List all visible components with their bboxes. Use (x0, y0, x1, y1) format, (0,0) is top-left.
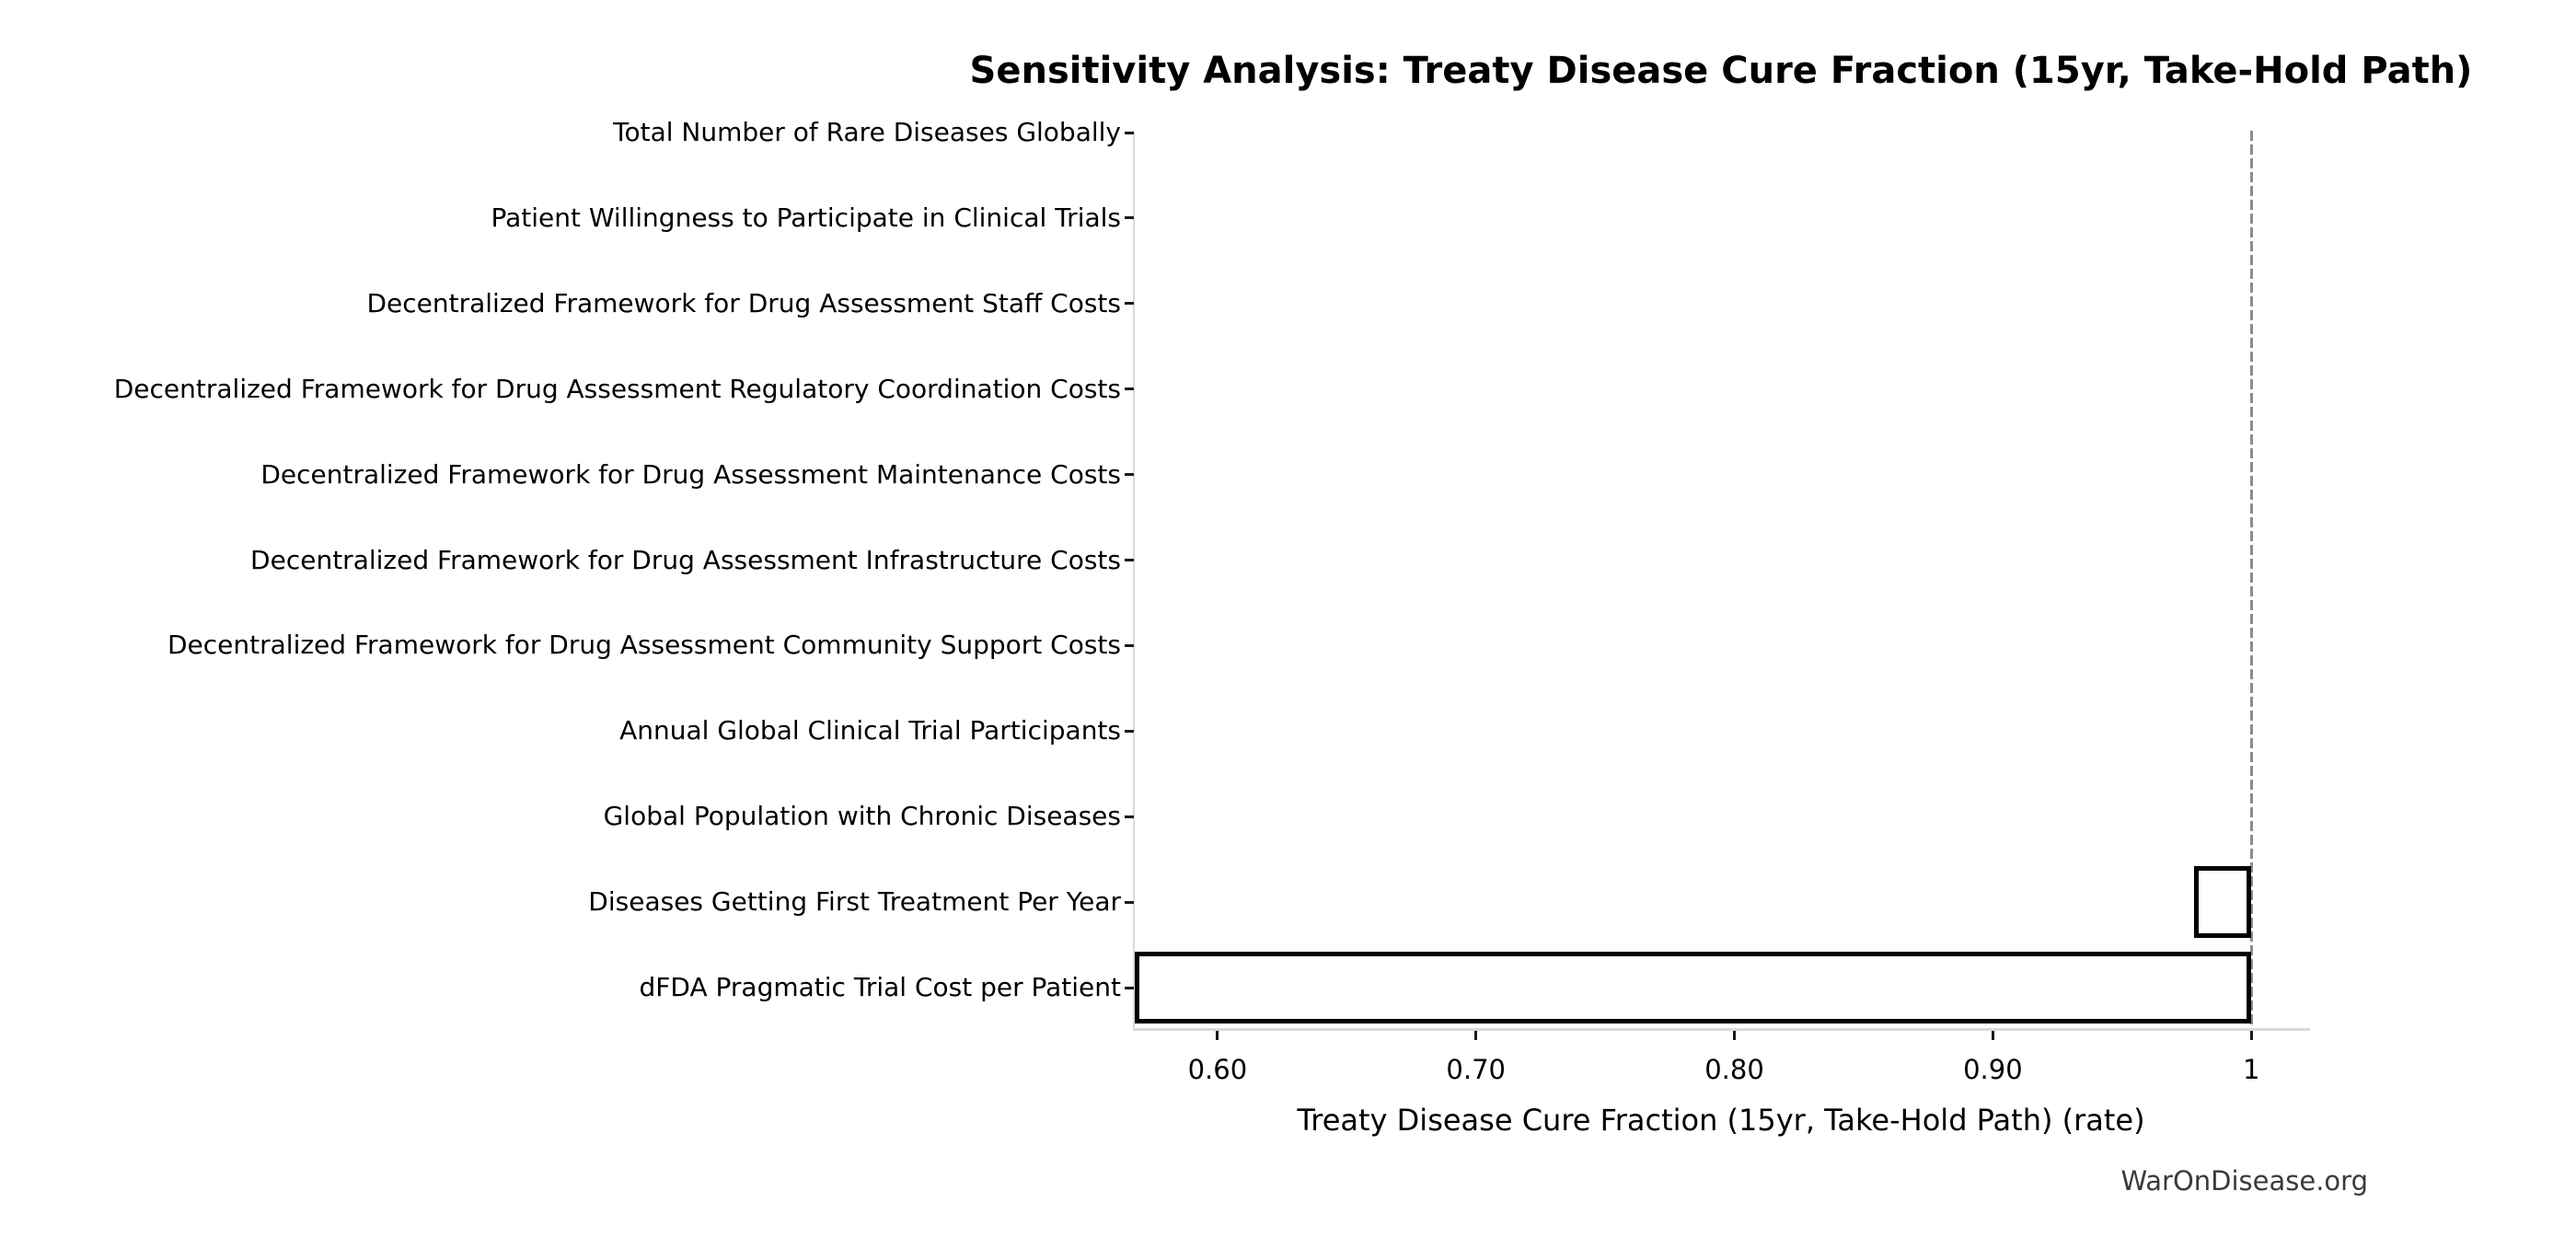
baseline-dashed-line (2249, 131, 2253, 1028)
x-tick-label: 0.90 (1963, 1054, 2023, 1085)
y-axis-label: dFDA Pragmatic Trial Cost per Patient (639, 972, 1122, 1002)
y-tick-mark (1125, 643, 1134, 647)
x-axis-label: Treaty Disease Cure Fraction (15yr, Take… (1297, 1103, 2145, 1138)
y-axis-label: Annual Global Clinical Trial Participant… (619, 715, 1121, 746)
y-tick-mark (1125, 387, 1134, 391)
x-tick-mark (1733, 1031, 1736, 1040)
y-axis-label: Decentralized Framework for Drug Assessm… (250, 544, 1121, 575)
y-tick-mark (1125, 473, 1134, 477)
chart-title: Sensitivity Analysis: Treaty Disease Cur… (969, 50, 2473, 92)
y-tick-mark (1125, 302, 1134, 306)
y-tick-mark (1125, 131, 1134, 134)
x-tick-label: 0.80 (1704, 1054, 1764, 1085)
x-tick-mark (2249, 1031, 2253, 1040)
x-tick-mark (1991, 1031, 1994, 1040)
y-tick-mark (1125, 559, 1134, 561)
watermark-text: WarOnDisease.org (2120, 1165, 2368, 1197)
sensitivity-bar (1135, 952, 2252, 1023)
y-tick-mark (1125, 986, 1134, 989)
x-tick-label: 0.60 (1187, 1054, 1248, 1085)
x-tick-mark (1216, 1031, 1219, 1040)
y-tick-mark (1125, 729, 1134, 733)
y-tick-mark (1125, 216, 1134, 220)
x-tick-mark (1474, 1031, 1478, 1040)
y-axis-label: Decentralized Framework for Drug Assessm… (260, 458, 1121, 490)
y-axis-label: Decentralized Framework for Drug Assessm… (113, 373, 1121, 404)
sensitivity-bar (2194, 866, 2252, 939)
y-axis-label: Diseases Getting First Treatment Per Yea… (588, 886, 1121, 918)
y-axis-label: Total Number of Rare Diseases Globally (613, 117, 1121, 147)
y-axis-label: Decentralized Framework for Drug Assessm… (167, 630, 1121, 661)
y-axis-label: Patient Willingness to Participate in Cl… (491, 202, 1121, 233)
y-tick-mark (1125, 900, 1134, 904)
plot-area (1133, 131, 2310, 1031)
y-tick-mark (1125, 815, 1134, 818)
y-axis-label: Global Population with Chronic Diseases (603, 801, 1121, 832)
x-tick-label: 1 (2242, 1054, 2260, 1085)
y-axis-label: Decentralized Framework for Drug Assessm… (366, 287, 1121, 318)
x-tick-label: 0.70 (1446, 1054, 1506, 1085)
